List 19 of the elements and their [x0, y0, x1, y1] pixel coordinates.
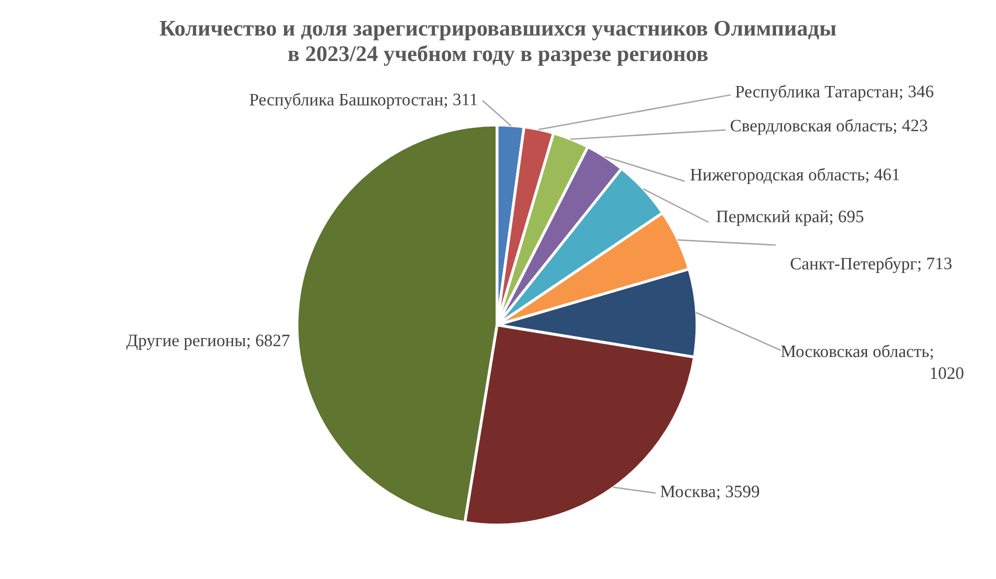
- slice-label: Республика Башкортостан: [250, 92, 444, 110]
- data-label: ; 713: [918, 258, 952, 272]
- slice-label: Пермский край: [716, 210, 828, 226]
- data-label: ; 461: [866, 168, 900, 183]
- slice-label: Свердловская область: [730, 118, 892, 136]
- slice-label: Другие регионы: [126, 334, 246, 350]
- data-label: ; 1020: [930, 348, 964, 379]
- data-label: ; 3599: [716, 486, 760, 500]
- slice-label: Нижегородская область: [690, 168, 864, 184]
- data-label: ; 423: [894, 120, 928, 134]
- data-label: ; 695: [830, 210, 864, 225]
- data-label: ; 346: [900, 86, 934, 100]
- slice-label: Республика Татарстан: [736, 84, 898, 102]
- chart-title: Количество и доля зарегистрировавшихся участников Олимпиады в 2023/24 учебном году в разрезе регионов: [160, 20, 836, 66]
- slice-label: Московская область: [781, 344, 929, 358]
- slice-label: Санкт-Петербург: [790, 256, 917, 274]
- slice-label: Москва: [660, 486, 716, 498]
- data-label: ; 311: [444, 94, 477, 108]
- data-label: ; 6827: [247, 334, 290, 349]
